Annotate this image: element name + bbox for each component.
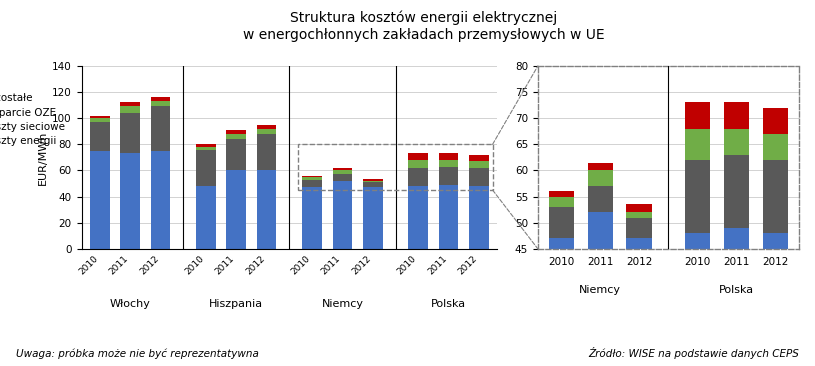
Bar — [724, 228, 749, 366]
Bar — [548, 191, 574, 197]
Bar — [196, 147, 216, 150]
Bar — [763, 160, 788, 233]
Bar — [120, 107, 140, 113]
Text: Uwaga: próbka może nie być reprezentatywna: Uwaga: próbka może nie być reprezentatyw… — [16, 348, 259, 359]
Bar — [120, 113, 140, 153]
Text: Polska: Polska — [431, 299, 466, 309]
Bar — [227, 134, 246, 139]
Text: Włochy: Włochy — [109, 299, 151, 309]
Bar — [724, 128, 749, 155]
Bar — [763, 233, 788, 366]
Bar — [90, 151, 109, 249]
Bar — [685, 102, 710, 128]
Text: Struktura kosztów energii elektrycznej
w energochłonnych zakładach przemysłowych: Struktura kosztów energii elektrycznej w… — [243, 11, 605, 42]
Bar — [196, 186, 216, 249]
Bar — [90, 118, 109, 122]
Legend: Pozostałe, Wsparcie OZE, Koszty sieciowe, Koszty energii: Pozostałe, Wsparcie OZE, Koszty sieciowe… — [0, 93, 65, 146]
Bar — [469, 186, 489, 249]
Text: Niemcy: Niemcy — [579, 285, 621, 295]
Bar — [408, 160, 428, 168]
Bar — [302, 180, 322, 187]
Bar — [438, 153, 459, 160]
Text: Źródło: WISE na podstawie danych CEPS: Źródło: WISE na podstawie danych CEPS — [588, 347, 799, 359]
Bar — [302, 176, 322, 177]
Bar — [438, 160, 459, 167]
Bar — [469, 168, 489, 186]
Text: Niemcy: Niemcy — [321, 299, 363, 309]
Text: Polska: Polska — [719, 285, 754, 295]
Bar — [548, 207, 574, 238]
Bar — [685, 128, 710, 160]
Bar — [120, 153, 140, 249]
Bar — [469, 161, 489, 168]
Bar — [257, 134, 276, 171]
Bar — [627, 212, 652, 217]
Bar — [151, 151, 170, 249]
Bar — [298, 144, 492, 190]
Bar — [196, 150, 216, 186]
Bar — [151, 107, 170, 151]
Bar — [120, 102, 140, 107]
Bar — [763, 108, 788, 134]
Bar — [227, 130, 246, 134]
Bar — [438, 185, 459, 249]
Y-axis label: EUR/MWh: EUR/MWh — [37, 130, 48, 184]
Bar — [257, 125, 276, 128]
Bar — [724, 102, 749, 128]
Bar — [257, 128, 276, 134]
Bar — [408, 168, 428, 186]
Bar — [685, 160, 710, 233]
Bar — [363, 179, 382, 181]
Bar — [588, 163, 613, 171]
Bar — [408, 186, 428, 249]
Bar — [333, 181, 352, 249]
Bar — [363, 181, 382, 182]
Bar — [588, 186, 613, 212]
Bar — [627, 205, 652, 212]
Bar — [227, 171, 246, 249]
Bar — [763, 134, 788, 160]
Bar — [363, 187, 382, 249]
Text: Hiszpania: Hiszpania — [209, 299, 263, 309]
Bar — [588, 171, 613, 186]
Bar — [627, 217, 652, 238]
Bar — [627, 238, 652, 366]
Bar — [151, 97, 170, 101]
Bar — [196, 144, 216, 147]
Bar — [333, 171, 352, 174]
Bar — [302, 177, 322, 180]
Bar — [302, 187, 322, 249]
Bar — [438, 167, 459, 185]
Bar — [724, 155, 749, 228]
Bar — [548, 197, 574, 207]
Bar — [151, 101, 170, 107]
Bar — [408, 153, 428, 160]
Bar — [333, 174, 352, 181]
Bar — [469, 155, 489, 161]
Bar — [363, 182, 382, 187]
Bar — [227, 139, 246, 171]
Bar — [90, 122, 109, 151]
Bar — [588, 212, 613, 366]
Bar — [548, 238, 574, 366]
Bar — [333, 168, 352, 171]
Bar — [257, 171, 276, 249]
Bar — [90, 116, 109, 118]
Bar — [685, 233, 710, 366]
